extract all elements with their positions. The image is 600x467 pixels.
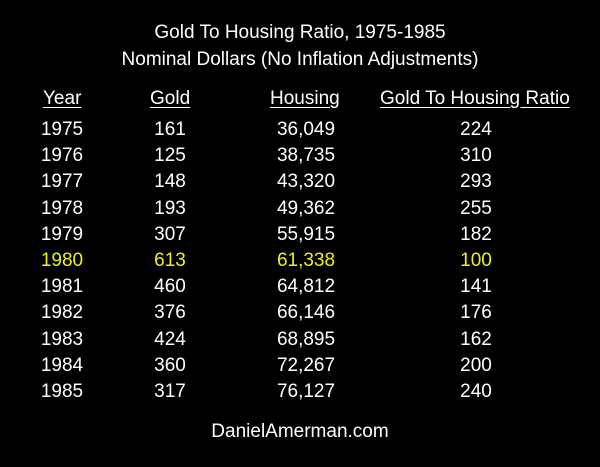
- cell-year: 1975: [40, 119, 84, 140]
- cell-housing: 66,146: [276, 302, 336, 324]
- cell-housing: 61,338: [276, 250, 336, 271]
- cell-ratio: 100: [460, 250, 492, 271]
- cell-year: 1983: [40, 328, 84, 350]
- cell-housing: 68,895: [276, 328, 336, 350]
- header-year: Year: [43, 88, 82, 109]
- table-row: 1983 424 68,895 162: [0, 327, 600, 353]
- table-row: 1979 307 55,915 182: [0, 222, 600, 248]
- cell-year: 1985: [40, 381, 84, 402]
- cell-gold: 193: [154, 197, 186, 219]
- table-row: 1981 460 64,812 141: [0, 274, 600, 300]
- cell-ratio: 176: [460, 302, 492, 324]
- cell-year: 1981: [40, 276, 84, 298]
- cell-ratio: 162: [460, 328, 492, 350]
- footer-website: DanielAmerman.com: [211, 421, 389, 442]
- header-gold: Gold: [150, 88, 191, 109]
- chart-subtitle: Nominal Dollars (No Inflation Adjustment…: [121, 49, 479, 70]
- cell-ratio: 182: [460, 223, 492, 245]
- cell-gold: 125: [154, 145, 186, 167]
- cell-year: 1980: [40, 250, 84, 271]
- cell-gold: 376: [154, 302, 186, 324]
- cell-gold: 460: [154, 276, 186, 298]
- cell-housing: 43,320: [276, 171, 336, 193]
- table-row: 1982 376 66,146 176: [0, 300, 600, 326]
- cell-housing: 49,362: [276, 197, 336, 219]
- cell-year: 1977: [40, 171, 84, 193]
- chart-title: Gold To Housing Ratio, 1975-1985: [154, 22, 446, 43]
- table-row: 1985 317 76,127 240: [0, 379, 600, 405]
- cell-gold: 161: [154, 119, 186, 140]
- cell-year: 1982: [40, 302, 84, 324]
- table-row: 1978 193 49,362 255: [0, 196, 600, 222]
- cell-year: 1979: [40, 223, 84, 245]
- cell-housing: 55,915: [276, 223, 336, 245]
- table-row: 1984 360 72,267 200: [0, 353, 600, 379]
- header-housing: Housing: [270, 88, 340, 109]
- cell-ratio: 310: [460, 145, 492, 167]
- header-ratio: Gold To Housing Ratio: [380, 88, 570, 109]
- cell-gold: 148: [154, 171, 186, 193]
- cell-year: 1976: [40, 145, 84, 167]
- cell-year: 1984: [40, 354, 84, 376]
- cell-ratio: 141: [460, 276, 492, 298]
- cell-gold: 424: [154, 328, 186, 350]
- table-row: 1976 125 38,735 310: [0, 143, 600, 169]
- cell-ratio: 293: [460, 171, 492, 193]
- cell-housing: 38,735: [276, 145, 336, 167]
- cell-ratio: 255: [460, 197, 492, 219]
- cell-gold: 360: [154, 354, 186, 376]
- cell-housing: 76,127: [276, 381, 336, 402]
- cell-year: 1978: [40, 197, 84, 219]
- table-row: 1980 613 61,338 100: [0, 248, 600, 274]
- cell-housing: 36,049: [276, 119, 336, 140]
- cell-ratio: 240: [460, 381, 492, 402]
- cell-ratio: 224: [460, 119, 492, 140]
- cell-gold: 317: [154, 381, 186, 402]
- cell-housing: 64,812: [276, 276, 336, 298]
- cell-ratio: 200: [460, 354, 492, 376]
- table-row: 1975 161 36,049 224: [0, 117, 600, 143]
- cell-housing: 72,267: [276, 354, 336, 376]
- cell-gold: 307: [154, 223, 186, 245]
- table-row: 1977 148 43,320 293: [0, 169, 600, 195]
- cell-gold: 613: [154, 250, 186, 271]
